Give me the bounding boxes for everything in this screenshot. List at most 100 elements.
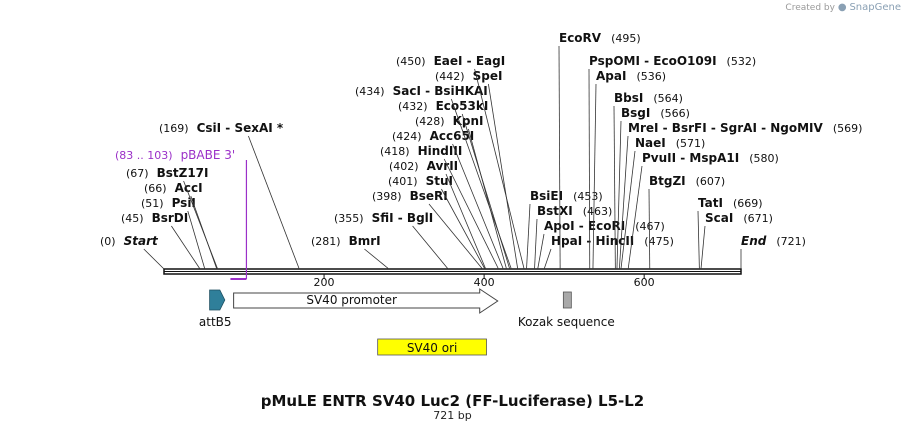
site-label-bstz17i: (67) BstZ17I — [126, 166, 208, 180]
site-name-hindiii: HindIII — [418, 144, 463, 158]
snapgene-brand-text: SnapGene — [849, 2, 901, 13]
site-label-bbsi: BbsI (564) — [614, 91, 683, 105]
site-name-hpai-hincii: HpaI - HincII — [551, 234, 634, 248]
site-position-saci-bsihkai: (434) — [355, 85, 385, 98]
site-leader-eco53ki — [461, 113, 511, 270]
site-label-sfii-bgli: (355) SfiI - BglI — [334, 211, 433, 225]
site-position-bseri: (398) — [372, 190, 402, 203]
axis-tick-label-600: 600 — [634, 276, 655, 289]
site-name-apoi-ecori: ApoI - EcoRI — [544, 219, 625, 233]
site-name-apai: ApaI — [596, 69, 626, 83]
site-leader-kpni — [468, 128, 507, 270]
site-leader-bstxi — [534, 218, 538, 270]
feature-kozak-sequence — [562, 291, 572, 309]
site-label-end: End (721) — [741, 234, 806, 248]
site-name-bsgi: BsgI — [621, 106, 650, 120]
site-leader-acc65i — [452, 143, 504, 270]
feature-label-sv40-promoter: SV40 promoter — [306, 293, 397, 307]
site-name-mrei-bsrfi-sgrai-ngomiv: MreI - BsrFI - SgrAI - NgoMIV — [628, 121, 824, 135]
feature-label-attb5: attB5 — [199, 315, 232, 329]
feature-sv40-ori — [377, 338, 487, 356]
site-leader-hpai-hincii — [543, 248, 552, 270]
site-position-naei: (571) — [676, 137, 706, 150]
site-leader-hindiii — [443, 158, 499, 270]
site-name-spei: SpeI — [473, 69, 503, 83]
site-label-bseri: (398) BseRI — [372, 189, 448, 203]
primer-name: pBABE 3' — [181, 148, 236, 162]
site-position-spei: (442) — [435, 70, 465, 83]
site-label-csii-sexai: (169) CsiI - SexAI * — [159, 121, 284, 135]
site-leader-scai — [700, 225, 706, 270]
site-position-scai: (671) — [743, 212, 773, 225]
site-position-acc65i: (424) — [392, 130, 422, 143]
feature-label-sv40-ori: SV40 ori — [407, 341, 458, 355]
feature-attb5 — [209, 289, 226, 311]
site-label-start: (0) Start — [100, 234, 159, 248]
site-leader-csii-sexai — [248, 135, 300, 270]
site-name-bseri: BseRI — [410, 189, 448, 203]
site-position-btgzi: (607) — [696, 175, 726, 188]
site-name-naei: NaeI — [635, 136, 666, 150]
site-leader-bsrdi — [171, 225, 201, 270]
site-label-kpni: (428) KpnI — [415, 114, 484, 128]
site-position-tati: (669) — [733, 197, 763, 210]
site-name-pspomi-ecoo109i: PspOMI - EcoO109I — [589, 54, 717, 68]
site-label-eco53ki: (432) Eco53kI — [398, 99, 488, 113]
site-leader-start — [143, 248, 165, 270]
site-leader-ecorv — [558, 45, 561, 270]
primer-range: (83 .. 103) — [115, 149, 173, 162]
site-position-eaei-eagi: (450) — [396, 55, 426, 68]
site-name-scai: ScaI — [705, 211, 733, 225]
site-label-naei: NaeI (571) — [635, 136, 705, 150]
site-label-acc65i: (424) Acc65I — [392, 129, 474, 143]
site-position-bstz17i: (67) — [126, 167, 149, 180]
site-label-bsrdi: (45) BsrDI — [121, 211, 188, 225]
site-leader-bseri — [428, 203, 483, 270]
site-leader-bmri — [364, 248, 390, 270]
site-position-sfii-bgli: (355) — [334, 212, 364, 225]
site-leader-bstz17i — [183, 180, 218, 270]
site-label-hpai-hincii: HpaI - HincII (475) — [551, 234, 674, 248]
site-leader-tati — [697, 210, 700, 270]
site-position-bstxi: (463) — [583, 205, 613, 218]
site-position-bsrdi: (45) — [121, 212, 144, 225]
site-name-bstxi: BstXI — [537, 204, 573, 218]
site-label-psii: (51) PsiI — [141, 196, 196, 210]
site-name-eaei-eagi: EaeI - EagI — [434, 54, 506, 68]
site-leader-avrii — [445, 173, 487, 270]
site-name-bstz17i: BstZ17I — [157, 166, 209, 180]
site-position-pvuii-mspa1i: (580) — [749, 152, 779, 165]
site-label-stui: (401) StuI — [388, 174, 453, 188]
site-position-start: (0) — [100, 235, 116, 248]
feature-sv40-promoter — [233, 288, 499, 314]
site-label-apai: ApaI (536) — [596, 69, 666, 83]
site-position-apoi-ecori: (467) — [635, 220, 665, 233]
site-name-avrii: AvrII — [427, 159, 459, 173]
site-name-sfii-bgli: SfiI - BglI — [372, 211, 434, 225]
site-name-bbsi: BbsI — [614, 91, 643, 105]
axis-tick-label-400: 400 — [474, 276, 495, 289]
site-leader-apoi-ecori — [537, 233, 545, 270]
site-label-ecorv: EcoRV (495) — [559, 31, 641, 45]
site-leader-pvuii-mspa1i — [627, 165, 643, 270]
site-position-bsgi: (566) — [660, 107, 690, 120]
site-label-eaei-eagi: (450) EaeI - EagI — [396, 54, 505, 68]
site-leader-stui — [441, 188, 486, 270]
site-label-bmri: (281) BmrI — [311, 234, 381, 248]
site-leader-eaei-eagi — [474, 68, 525, 270]
site-label-avrii: (402) AvrII — [389, 159, 458, 173]
site-label-hindiii: (418) HindIII — [380, 144, 462, 158]
site-position-hpai-hincii: (475) — [644, 235, 674, 248]
site-leader-naei — [620, 150, 636, 270]
site-leader-bsgi — [616, 120, 622, 270]
site-name-start: Start — [124, 234, 159, 248]
site-name-csii-sexai: CsiI - SexAI * — [197, 121, 284, 135]
created-by-text: Created by — [785, 3, 835, 13]
site-label-spei: (442) SpeI — [435, 69, 502, 83]
site-position-acci: (66) — [144, 182, 167, 195]
site-label-pspomi-ecoo109i: PspOMI - EcoO109I (532) — [589, 54, 756, 68]
site-position-hindiii: (418) — [380, 145, 410, 158]
site-name-pvuii-mspa1i: PvuII - MspA1I — [642, 151, 739, 165]
primer-label: (83 .. 103) pBABE 3' — [115, 148, 235, 162]
